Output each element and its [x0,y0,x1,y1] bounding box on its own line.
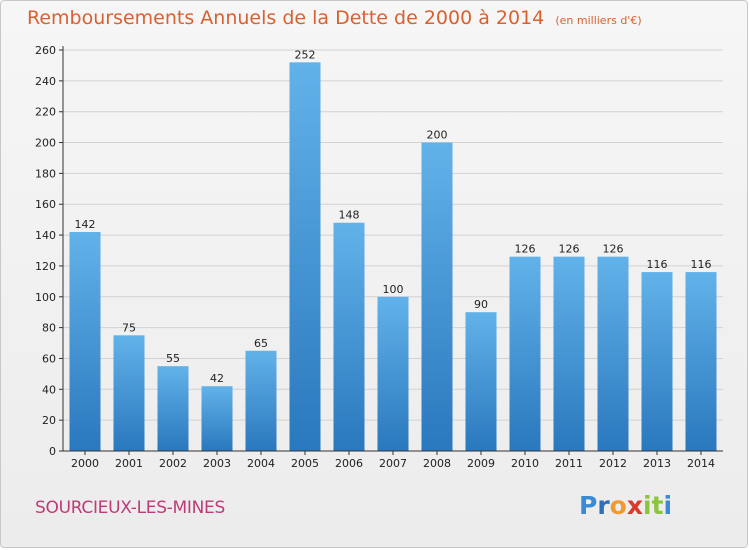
bar-2013[interactable] [641,272,673,451]
x-tick-label: 2011 [555,457,583,470]
x-tick-label: 2005 [291,457,319,470]
y-tick-label: 160 [35,198,56,211]
bar-2006[interactable] [333,222,365,451]
logo-letter: P [579,491,598,520]
logo-letter: i [663,491,673,520]
data-label: 126 [603,243,624,256]
data-label: 126 [515,243,536,256]
bar-2004[interactable] [245,350,277,451]
data-label: 142 [75,218,96,231]
x-tick-label: 2012 [599,457,627,470]
logo-letter: o [609,491,627,520]
y-tick-label: 120 [35,260,56,273]
x-tick-label: 2010 [511,457,539,470]
bar-2003[interactable] [201,386,233,451]
x-tick-label: 2007 [379,457,407,470]
x-tick-label: 2013 [643,457,671,470]
bar-2009[interactable] [465,312,497,451]
y-tick-label: 200 [35,137,56,150]
y-tick-label: 140 [35,229,56,242]
y-tick-label: 20 [42,414,56,427]
x-tick-label: 2004 [247,457,275,470]
bar-2000[interactable] [69,231,101,451]
chart-title: Remboursements Annuels de la Dette de 20… [27,7,545,29]
bar-2005[interactable] [289,62,321,451]
data-labels: 142 75 55 42 65 252 148 100 200 90 126 126 126 116 116 [75,48,712,385]
city-name: SOURCIEUX-LES-MINES [35,498,225,518]
bar-2007[interactable] [377,296,409,451]
title-row: Remboursements Annuels de la Dette de 20… [27,7,642,29]
bar-2002[interactable] [157,366,189,451]
data-label: 116 [647,258,668,271]
bar-2014[interactable] [685,272,717,451]
data-label: 252 [295,48,316,61]
x-tick-label: 2003 [203,457,231,470]
y-tick-label: 180 [35,167,56,180]
logo-letter: i [643,491,652,520]
proxiti-logo[interactable]: Proxiti [579,491,672,520]
bar-2010[interactable] [509,256,541,451]
data-label: 90 [474,298,488,311]
data-label: 75 [122,321,136,334]
data-label: 65 [254,337,268,350]
logo-letter: x [626,491,643,520]
bar-2012[interactable] [597,256,629,451]
x-tick-label: 2009 [467,457,495,470]
data-label: 42 [210,372,224,385]
y-tick-label: 260 [35,44,56,57]
data-label: 126 [559,243,580,256]
data-label: 200 [427,129,448,142]
x-tick-label: 2006 [335,457,363,470]
y-tick-label: 100 [35,291,56,304]
bar-2001[interactable] [113,335,145,451]
bar-2008[interactable] [421,142,453,452]
x-tick-label: 2001 [115,457,143,470]
x-tick-label: 2014 [687,457,715,470]
x-tick-label: 2000 [71,457,99,470]
bar-2011[interactable] [553,256,585,451]
y-tick-label: 40 [42,383,56,396]
logo-letter: t [651,491,664,520]
y-tick-label: 220 [35,106,56,119]
y-tick-label: 60 [42,352,56,365]
x-tick-label: 2002 [159,457,187,470]
x-tick-label: 2008 [423,457,451,470]
axes: 0 20 40 60 80 100 120 140 160 180 200 220 240 260 2000… [35,44,723,470]
data-label: 148 [339,209,360,222]
y-tick-label: 240 [35,75,56,88]
y-tick-label: 80 [42,322,56,335]
data-label: 116 [691,258,712,271]
logo-letter: r [597,491,610,520]
y-tick-label: 0 [49,445,56,458]
bars [69,62,717,452]
data-label: 100 [383,283,404,296]
chart-subtitle: (en milliers d'€) [555,14,642,27]
data-label: 55 [166,352,180,365]
